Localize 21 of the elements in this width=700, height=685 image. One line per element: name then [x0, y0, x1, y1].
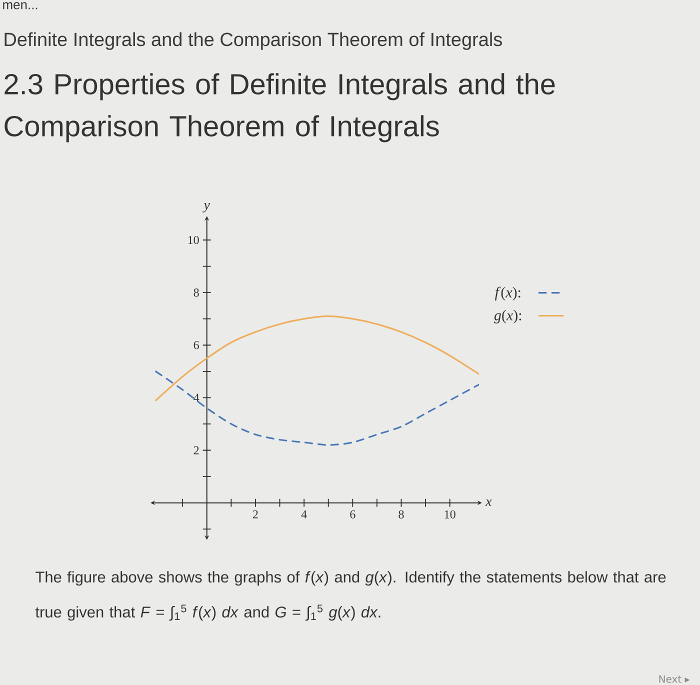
x-tick-label: 4 — [301, 510, 307, 518]
y-axis-title: y — [202, 202, 210, 212]
text: men... — [3, 2, 38, 10]
x-tick-label: 6 — [350, 510, 356, 518]
text: Next ▸ — [659, 675, 690, 683]
y-tick-label: 4 — [194, 394, 200, 402]
line-series — [155, 315, 480, 402]
y-tick-label: 6 — [194, 341, 199, 350]
y-tick-label: 2 — [194, 446, 199, 454]
line-series — [155, 370, 480, 446]
x-tick-label: 2 — [252, 510, 258, 518]
chart-title: 2.3 Properties of Definite Integrals and the Comparison Theorem of Integrals — [4, 73, 555, 142]
text: The figure above shows the graphs of f(x) and g(x). Identify the statements below that are true given that F = ∫$_{1}$$^{5}$ f(x) dx and G = ∫$_{1}$$^{5}$ g(x) dx. — [35, 571, 666, 621]
legend-label: g(x): — [494, 310, 522, 324]
chart-subtitle: Definite Integrals and the Comparison Theorem of Integrals — [4, 32, 502, 50]
x-tick-label: 8 — [398, 510, 404, 518]
x-axis-title: x — [485, 500, 492, 506]
legend-label: f(x): — [494, 286, 520, 301]
y-tick-label: 8 — [194, 288, 199, 297]
x-tick-label: 10 — [444, 510, 456, 518]
y-tick-label: 10 — [188, 236, 199, 244]
